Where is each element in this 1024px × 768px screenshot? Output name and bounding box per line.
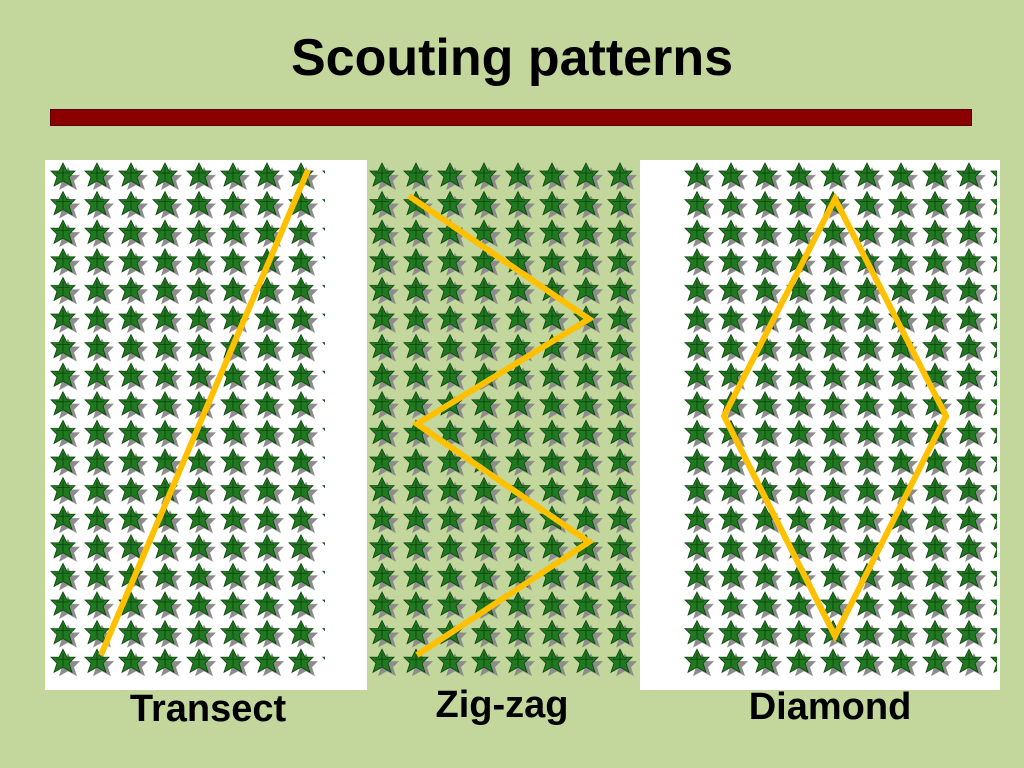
diamond-path <box>720 192 950 643</box>
transect-caption: Transect <box>129 688 287 730</box>
crop-field <box>48 162 325 677</box>
diamond-caption: Diamond <box>748 686 912 728</box>
transect-field <box>48 162 325 677</box>
zigzag-path <box>407 193 595 658</box>
slide-title: Scouting patterns <box>290 29 734 87</box>
transect-path <box>98 168 311 657</box>
zigzag-caption: Zig-zag <box>435 684 569 726</box>
transect-panel <box>48 162 325 677</box>
zigzag-panel <box>367 162 640 677</box>
crop-field <box>367 162 640 677</box>
diamond-field <box>682 162 997 677</box>
diamond-panel <box>682 162 997 677</box>
crop-field <box>682 162 997 677</box>
title-accent-rule <box>50 109 972 126</box>
zigzag-field <box>367 162 640 677</box>
